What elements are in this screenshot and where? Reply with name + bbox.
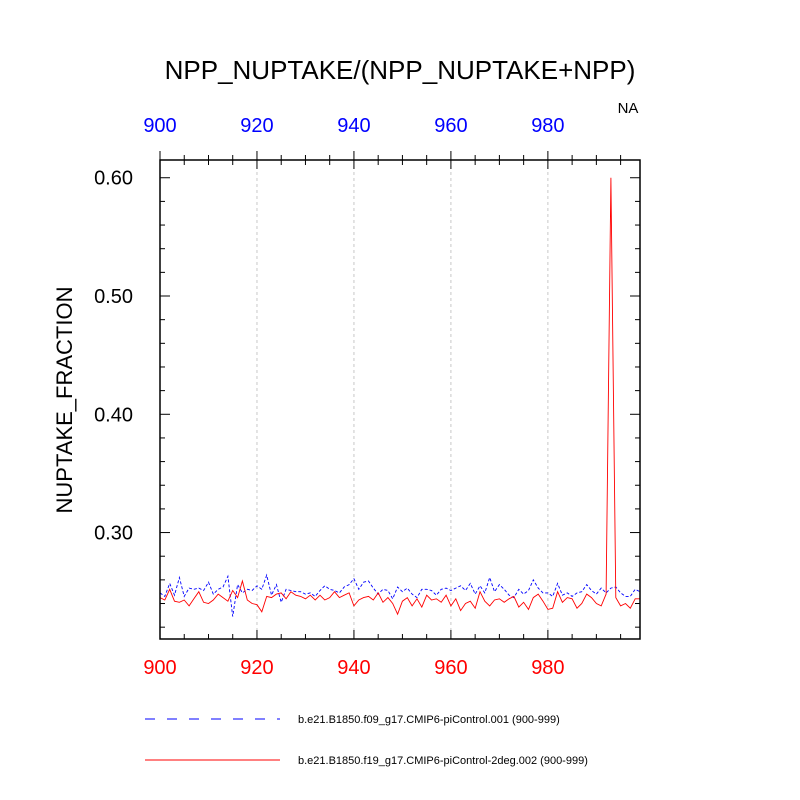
x-tick-label-top: 920 <box>240 115 273 137</box>
x-tick-label-top: 960 <box>434 115 467 137</box>
y-axis-label: NUPTAKE_FRACTION <box>52 287 77 514</box>
x-tick-label-bottom: 940 <box>337 657 370 679</box>
axes: 900 920 940 960 980 900 920 940 960 980 0.60 0.50 0.… <box>94 115 640 679</box>
grid <box>256 160 549 639</box>
legend: b.e21.B1850.f09_g17.CMIP6-piControl.001 … <box>145 714 588 767</box>
series-line-1 <box>159 177 640 616</box>
x-tick-label-top: 900 <box>143 115 176 137</box>
x-tick-label-top: 980 <box>531 115 564 137</box>
plot-frame <box>159 159 641 640</box>
corner-label: NA <box>618 100 639 117</box>
series-line-0 <box>159 573 641 617</box>
x-tick-label-bottom: 980 <box>531 657 564 679</box>
x-tick-label-bottom: 960 <box>434 657 467 679</box>
chart-title: NPP_NUPTAKE/(NPP_NUPTAKE+NPP) <box>165 55 636 85</box>
x-tick-label-bottom: 920 <box>240 657 273 679</box>
y-tick-label: 0.60 <box>94 168 133 190</box>
x-tick-label-bottom: 900 <box>143 657 176 679</box>
legend-label-1: b.e21.B1850.f19_g17.CMIP6-piControl-2deg… <box>298 755 588 767</box>
y-tick-label: 0.30 <box>94 523 133 545</box>
y-tick-label: 0.40 <box>94 404 133 426</box>
series-layer <box>159 177 641 617</box>
legend-label-0: b.e21.B1850.f09_g17.CMIP6-piControl.001 … <box>298 714 560 726</box>
x-tick-label-top: 940 <box>337 115 370 137</box>
y-tick-label: 0.50 <box>94 286 133 308</box>
